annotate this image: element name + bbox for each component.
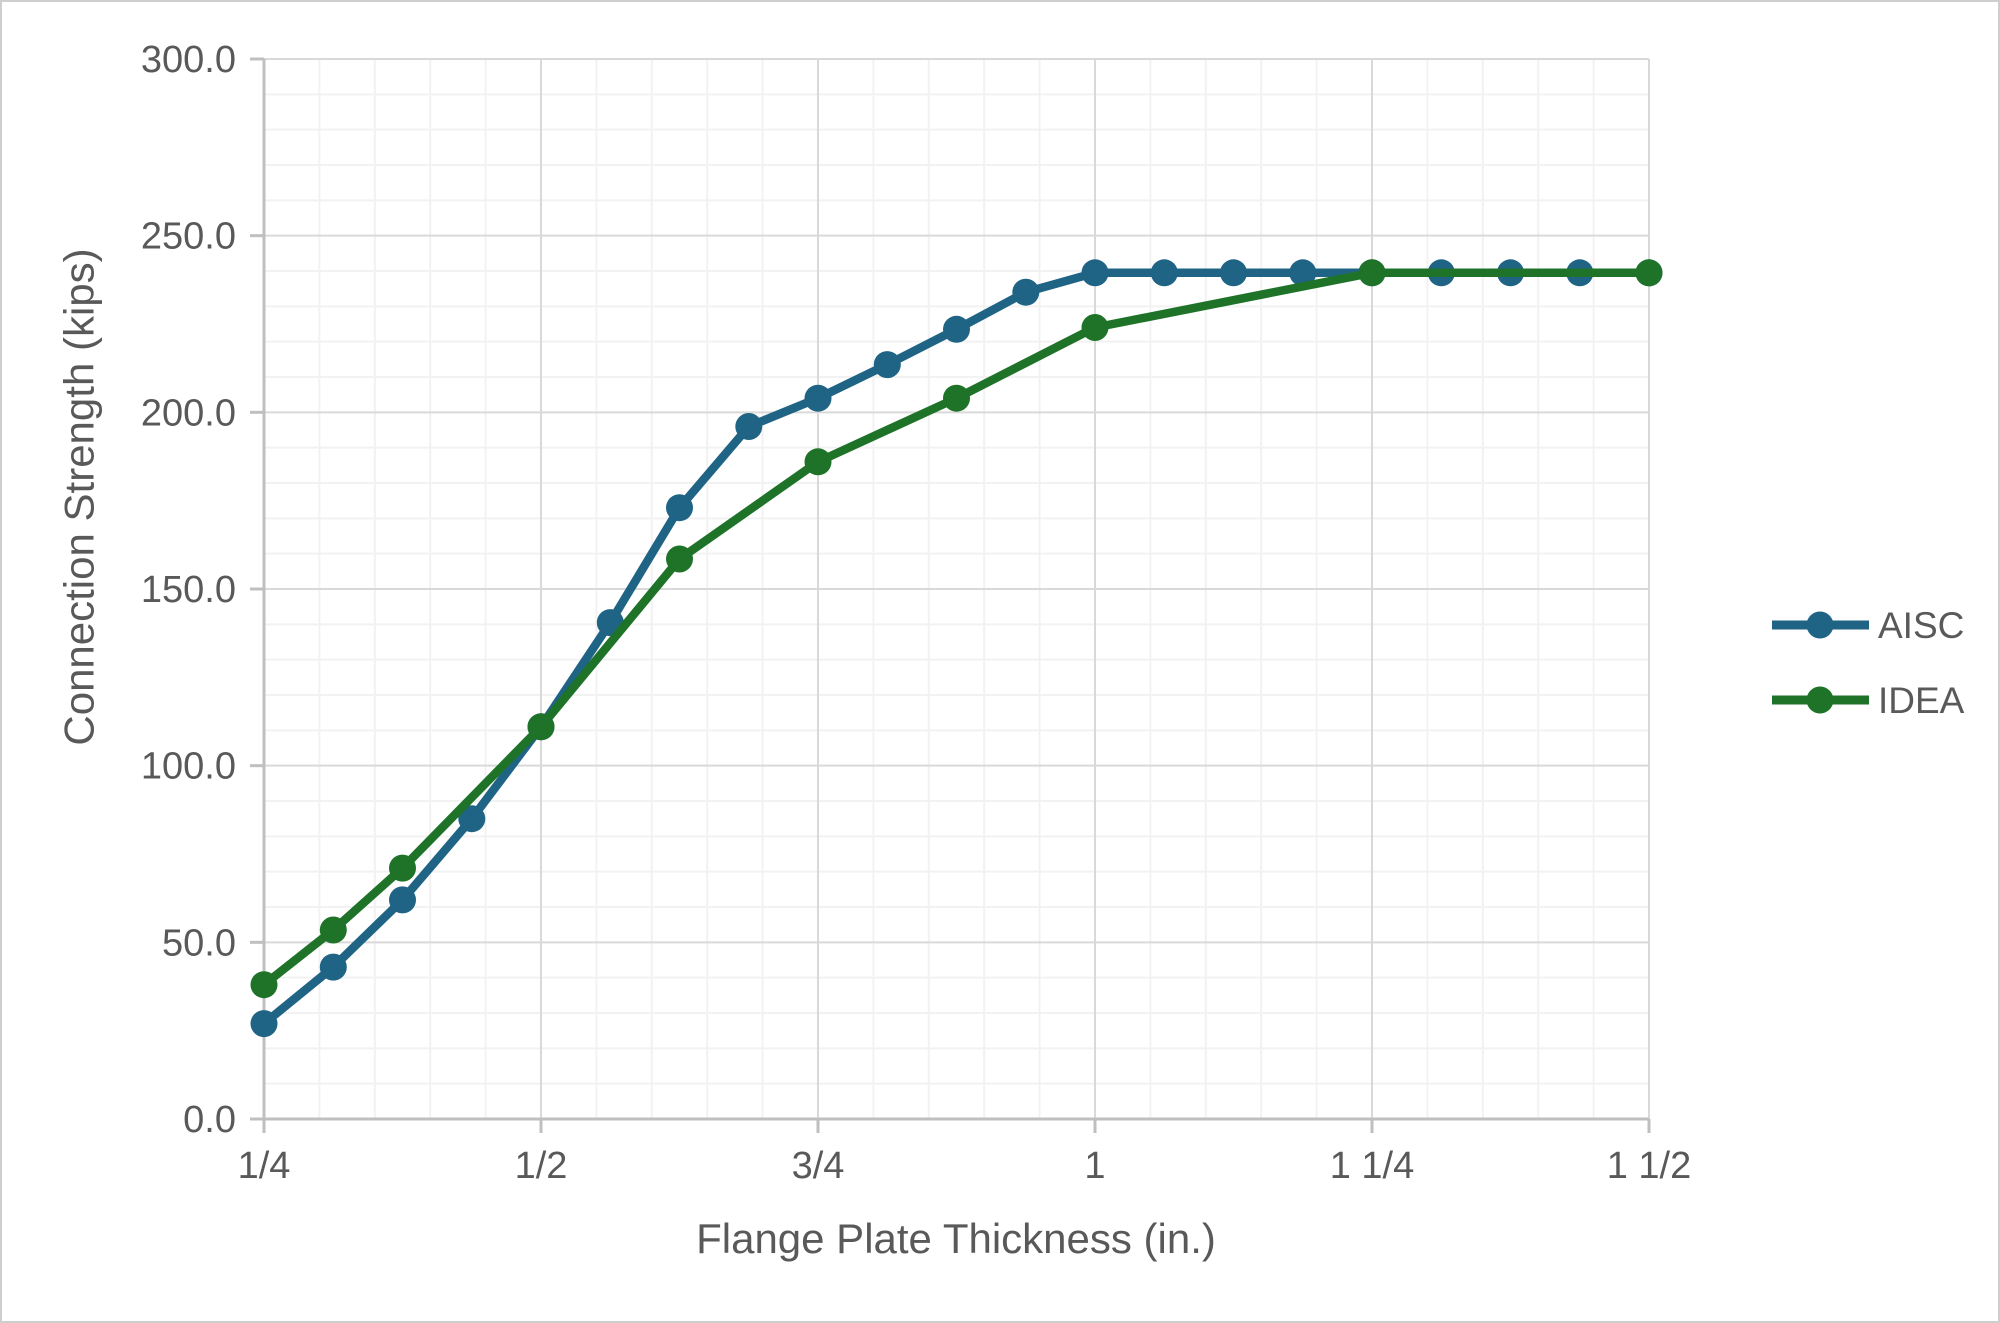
data-point-idea[interactable] xyxy=(804,448,832,476)
data-point-aisc[interactable] xyxy=(319,953,347,981)
data-point-aisc[interactable] xyxy=(1220,259,1247,287)
data-point-idea[interactable] xyxy=(389,854,416,882)
y-tick-label: 300.0 xyxy=(141,39,236,81)
data-point-aisc[interactable] xyxy=(250,1010,278,1038)
legend-label-aisc: AISC xyxy=(1878,605,1964,646)
legend-marker-aisc xyxy=(1806,611,1834,639)
legend: AISC IDEA xyxy=(1772,605,1965,721)
legend-item-aisc[interactable]: AISC xyxy=(1772,605,1964,646)
data-point-aisc[interactable] xyxy=(458,805,486,833)
data-point-idea[interactable] xyxy=(1358,259,1386,287)
y-tick-label: 0.0 xyxy=(183,1099,236,1141)
data-point-idea[interactable] xyxy=(1635,259,1663,287)
legend-label-idea: IDEA xyxy=(1878,680,1965,721)
series-line-idea[interactable] xyxy=(259,268,1654,989)
series-idea[interactable] xyxy=(250,259,1663,999)
axes xyxy=(250,57,1651,1133)
data-point-aisc[interactable] xyxy=(1150,259,1178,287)
y-tick-label: 250.0 xyxy=(141,216,236,258)
data-point-aisc[interactable] xyxy=(943,315,970,343)
legend-marker-idea xyxy=(1806,686,1834,714)
data-point-idea[interactable] xyxy=(666,545,693,573)
y-tick-label: 200.0 xyxy=(141,392,236,434)
data-point-aisc[interactable] xyxy=(804,384,832,412)
data-point-aisc[interactable] xyxy=(389,886,416,914)
x-tick-label: 1 xyxy=(1084,1145,1105,1187)
data-point-idea[interactable] xyxy=(319,916,347,944)
axis-tick-labels: 0.0 50.0 100.0 150.0 200.0 250.0 300.0 1/4 1/2 3/… xyxy=(141,39,1691,1187)
data-point-idea[interactable] xyxy=(943,384,970,412)
x-tick-label: 3/4 xyxy=(792,1145,845,1187)
y-tick-label: 100.0 xyxy=(141,746,236,788)
gridlines xyxy=(264,58,1650,1119)
x-tick-label: 1/2 xyxy=(515,1145,568,1187)
x-tick-label: 1/4 xyxy=(238,1145,291,1187)
data-point-idea[interactable] xyxy=(1081,314,1109,341)
data-point-aisc[interactable] xyxy=(735,413,763,440)
data-point-aisc[interactable] xyxy=(666,494,693,522)
data-point-aisc[interactable] xyxy=(873,351,901,379)
data-point-aisc[interactable] xyxy=(1012,278,1040,306)
data-point-idea[interactable] xyxy=(527,713,555,741)
x-tick-label: 1 1/2 xyxy=(1607,1145,1692,1187)
series-aisc[interactable] xyxy=(250,259,1663,1038)
x-tick-label: 1 1/4 xyxy=(1330,1145,1415,1187)
y-tick-label: 50.0 xyxy=(162,922,236,964)
data-point-aisc[interactable] xyxy=(1289,259,1317,287)
legend-item-idea[interactable]: IDEA xyxy=(1772,680,1965,721)
y-axis-title: Connection Strength (kips) xyxy=(56,248,103,745)
x-axis-title: Flange Plate Thickness (in.) xyxy=(696,1215,1216,1262)
series-layer[interactable] xyxy=(250,259,1663,1038)
data-point-aisc[interactable] xyxy=(1081,259,1109,287)
y-tick-label: 150.0 xyxy=(141,569,236,611)
data-point-idea[interactable] xyxy=(250,971,278,999)
